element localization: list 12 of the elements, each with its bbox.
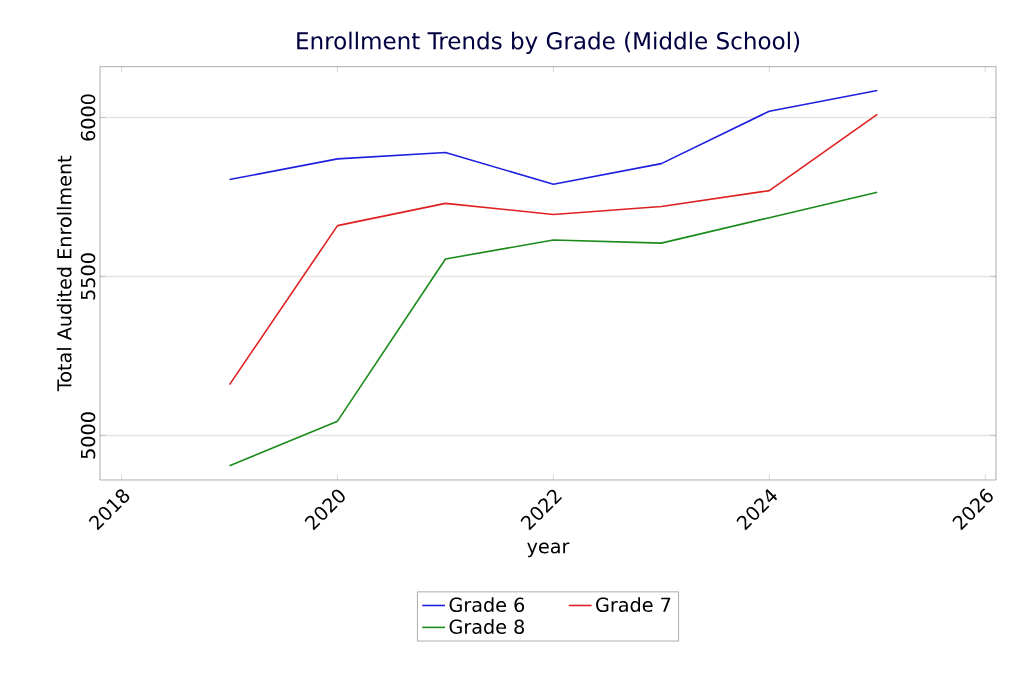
y-tick-label: 5500 [80,253,96,300]
line-series [228,89,879,186]
y-tick-label: 6000 [80,94,96,141]
legend-label: Grade 6 [449,597,525,613]
y-tick-label: 5000 [80,412,96,459]
line-series [228,191,879,467]
x-axis-title: year [527,542,570,558]
legend-label: Grade 7 [596,597,671,613]
line-series [228,113,879,386]
legend-label: Grade 8 [449,619,524,634]
chart-title: Enrollment Trends by Grade (Middle School) [297,31,800,54]
y-axis-title: Total Audited Enrollment [56,155,72,392]
